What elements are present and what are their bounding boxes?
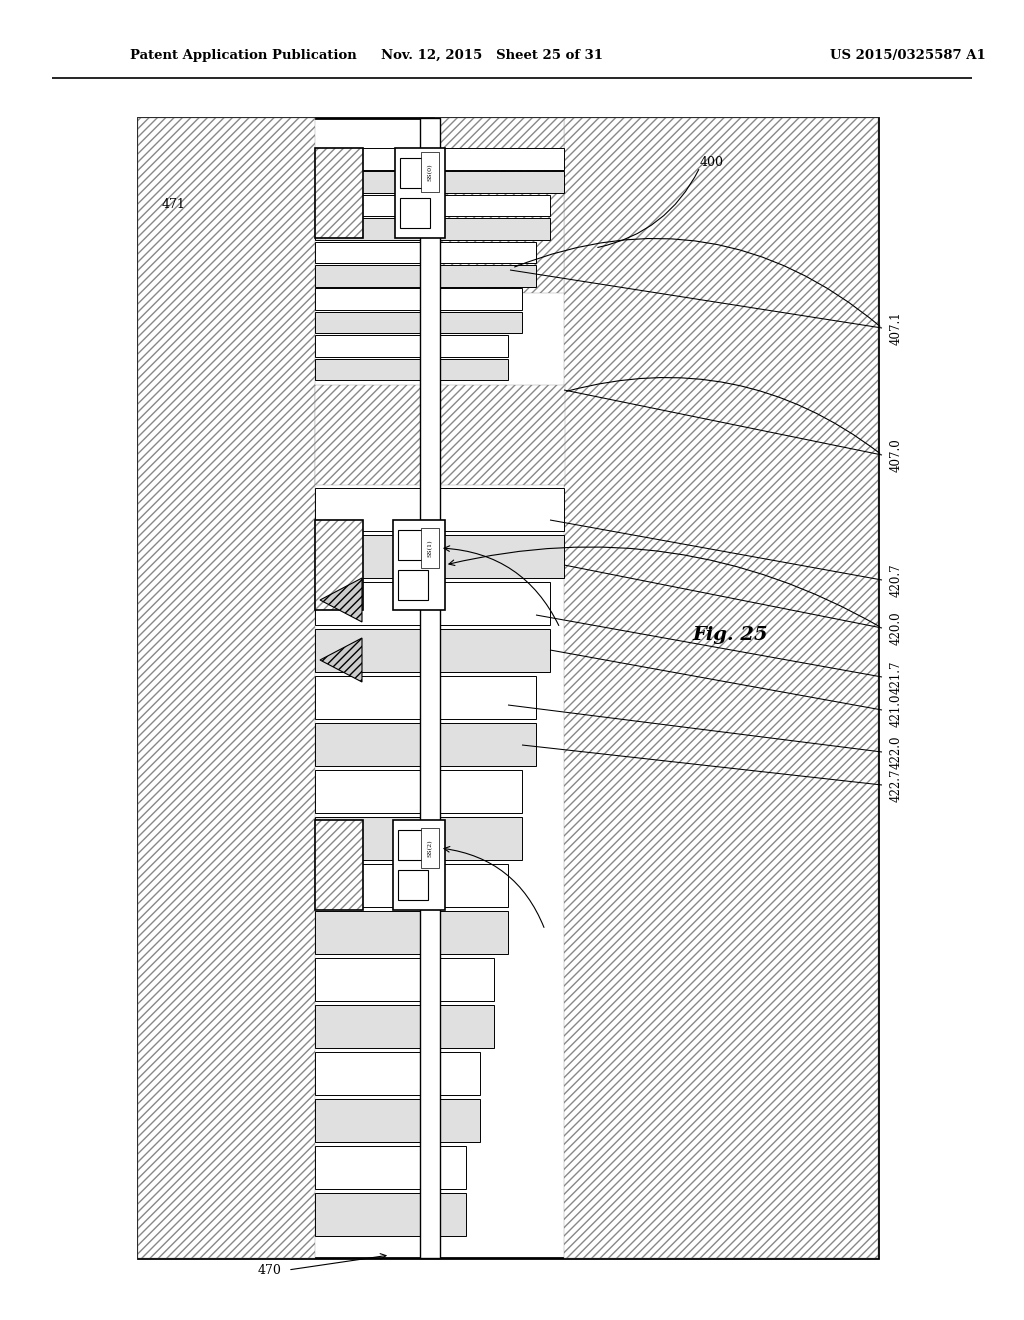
Bar [315, 911, 508, 954]
Bar [315, 1193, 466, 1237]
Bar [315, 172, 564, 193]
Text: 421.0: 421.0 [890, 693, 902, 727]
Bar [393, 820, 445, 909]
Bar [315, 1052, 480, 1096]
Bar [398, 570, 428, 601]
Text: Fig. 25: Fig. 25 [692, 626, 768, 644]
Bar [315, 630, 550, 672]
Bar [315, 218, 550, 240]
Bar [435, 117, 564, 293]
Bar [315, 148, 564, 169]
Bar [315, 535, 564, 578]
Bar [315, 148, 362, 238]
Bar [421, 528, 439, 568]
Bar [400, 158, 430, 187]
Bar [393, 520, 445, 610]
Bar [315, 1146, 466, 1189]
Bar [315, 770, 522, 813]
Text: 422.7: 422.7 [890, 768, 902, 801]
Bar [315, 1005, 494, 1048]
Bar [400, 198, 430, 228]
Bar [138, 117, 878, 1258]
Text: 471: 471 [162, 198, 186, 211]
Text: Nov. 12, 2015   Sheet 25 of 31: Nov. 12, 2015 Sheet 25 of 31 [381, 49, 603, 62]
Bar [315, 1100, 480, 1142]
Bar [315, 817, 522, 861]
Text: SS(2): SS(2) [427, 840, 432, 857]
Text: 420.7: 420.7 [890, 564, 902, 597]
Text: 470: 470 [258, 1263, 282, 1276]
Bar [398, 531, 428, 560]
Bar [315, 148, 362, 238]
Polygon shape [319, 638, 362, 682]
Bar [421, 828, 439, 869]
Text: US 2015/0325587 A1: US 2015/0325587 A1 [830, 49, 986, 62]
Bar [138, 117, 315, 1258]
Bar [315, 676, 536, 719]
Bar [315, 582, 550, 626]
Bar [315, 335, 508, 356]
Bar [315, 288, 522, 310]
Bar [315, 820, 362, 909]
Bar [315, 865, 508, 907]
Bar [315, 385, 565, 484]
Bar [315, 723, 536, 766]
Bar [395, 148, 445, 238]
Bar [315, 958, 494, 1002]
Bar [315, 488, 564, 531]
Bar [398, 830, 428, 861]
Bar [315, 242, 536, 263]
Bar [315, 520, 362, 610]
Text: SS(1): SS(1) [427, 539, 432, 557]
Text: 422.0: 422.0 [890, 735, 902, 768]
Text: 400: 400 [700, 156, 724, 169]
Text: Patent Application Publication: Patent Application Publication [130, 49, 356, 62]
Bar [398, 870, 428, 900]
Bar [564, 117, 878, 1258]
Bar [315, 520, 362, 610]
Bar [421, 152, 439, 191]
Text: 421.7: 421.7 [890, 660, 902, 694]
Text: 407.1: 407.1 [890, 312, 902, 345]
Bar [315, 195, 550, 216]
Bar [420, 117, 440, 1258]
Bar [315, 820, 362, 909]
Text: 420.0: 420.0 [890, 611, 902, 644]
Text: SS(0): SS(0) [427, 164, 432, 181]
Polygon shape [319, 578, 362, 622]
Text: 407.0: 407.0 [890, 438, 902, 471]
Bar [315, 359, 508, 380]
Bar [315, 312, 522, 334]
Bar [315, 265, 536, 286]
